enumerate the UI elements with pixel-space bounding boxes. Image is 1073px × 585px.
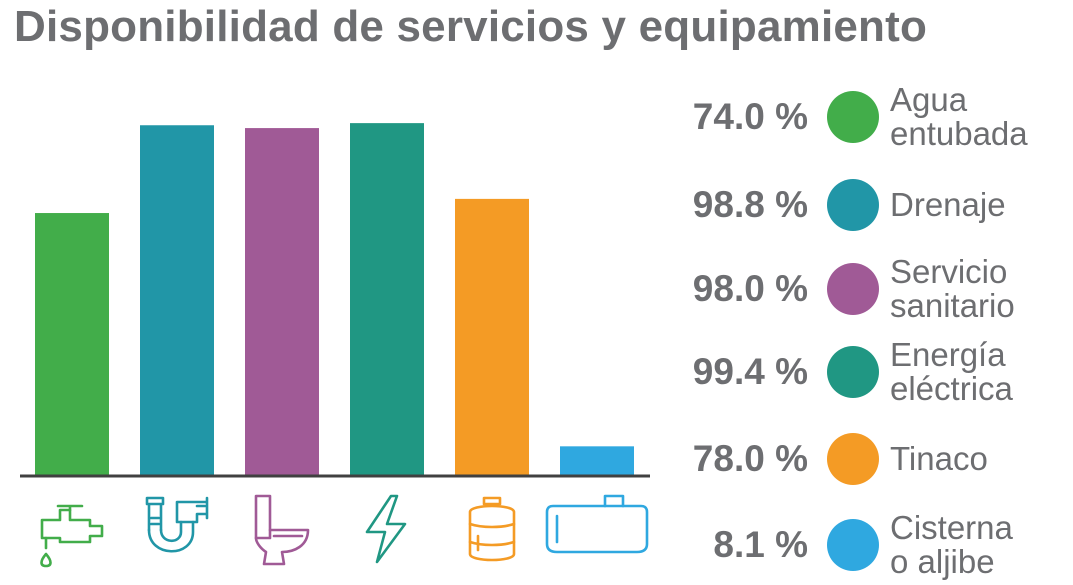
bar-tinaco (455, 198, 529, 475)
cistern-icon (545, 494, 649, 554)
bar-energía-eléctrica (350, 123, 424, 476)
legend-label: Cisterna o aljibe (890, 509, 1013, 580)
bar-drenaje (140, 125, 214, 476)
chart-title: Disponibilidad de servicios y equipamien… (14, 2, 928, 51)
bar-servicio-sanitario (245, 128, 319, 475)
legend-item-energía-eléctrica: 99.4 % Energía eléctrica (640, 332, 1070, 412)
legend-swatch (827, 91, 879, 143)
legend-swatch (827, 179, 879, 231)
water-tank-icon (468, 496, 516, 562)
legend-swatch (827, 433, 879, 485)
legend-label: Drenaje (890, 186, 1006, 223)
toilet-icon (254, 494, 310, 566)
lightning-icon (365, 494, 407, 564)
bar-cisterna-o-aljibe (560, 446, 634, 475)
legend-item-agua-entubada: 74.0 % Agua entubada (640, 77, 1070, 157)
bar-agua-entubada (35, 213, 109, 476)
legend-value: 74.0 % (692, 96, 808, 137)
legend-item-drenaje: 98.8 % Drenaje (640, 165, 1070, 245)
legend-label: Servicio sanitario (890, 253, 1015, 324)
legend-label: Tinaco (890, 440, 988, 477)
legend-value: 98.8 % (692, 184, 808, 225)
legend-label: Energía eléctrica (890, 336, 1013, 407)
legend-swatch (827, 519, 879, 571)
legend-value: 99.4 % (692, 351, 808, 392)
legend-value: 98.0 % (692, 268, 808, 309)
legend-value: 8.1 % (713, 524, 808, 565)
bar-chart (20, 123, 650, 568)
faucet-icon (40, 504, 104, 568)
legend-swatch (827, 263, 879, 315)
legend-swatch (827, 346, 879, 398)
legend-item-servicio-sanitario: 98.0 % Servicio sanitario (640, 249, 1070, 329)
pipe-icon (145, 496, 209, 553)
legend-item-tinaco: 78.0 % Tinaco (640, 419, 1070, 499)
legend-item-cisterna-o-aljibe: 8.1 % Cisterna o aljibe (640, 505, 1070, 585)
legend-label: Agua entubada (890, 81, 1028, 152)
legend-value: 78.0 % (692, 438, 808, 479)
